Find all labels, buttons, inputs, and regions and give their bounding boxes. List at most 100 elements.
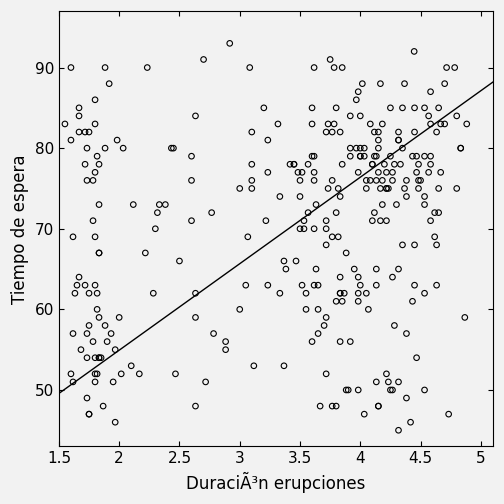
Point	[332, 297, 340, 305]
Point	[372, 265, 381, 273]
Point	[432, 128, 440, 136]
Point	[372, 281, 381, 289]
Point	[151, 225, 159, 233]
Point	[346, 152, 354, 160]
Point	[332, 104, 340, 112]
Point	[356, 281, 364, 289]
Point	[410, 47, 418, 55]
Point	[83, 176, 91, 184]
Point	[410, 281, 418, 289]
Point	[167, 144, 175, 152]
Point	[372, 152, 381, 160]
Point	[395, 265, 403, 273]
Point	[322, 225, 330, 233]
Point	[187, 152, 196, 160]
Point	[310, 281, 318, 289]
Point	[77, 346, 85, 354]
Point	[340, 289, 348, 297]
Point	[385, 184, 393, 193]
Point	[366, 120, 374, 128]
Point	[312, 201, 320, 209]
Point	[338, 297, 346, 305]
Point	[389, 386, 397, 394]
Point	[202, 378, 210, 386]
Point	[453, 112, 461, 120]
Point	[389, 273, 397, 281]
Point	[143, 64, 151, 72]
Point	[362, 184, 370, 193]
Point	[93, 305, 101, 313]
Point	[262, 217, 270, 225]
Point	[379, 120, 387, 128]
Point	[410, 128, 418, 136]
Point	[336, 289, 344, 297]
Point	[264, 136, 272, 144]
Point	[399, 241, 407, 249]
Point	[366, 176, 374, 184]
Point	[308, 338, 316, 346]
Point	[402, 330, 410, 338]
Point	[424, 112, 432, 120]
Point	[117, 370, 125, 378]
Point	[111, 346, 119, 354]
Point	[314, 330, 322, 338]
Point	[260, 104, 268, 112]
Point	[407, 418, 415, 426]
Point	[192, 313, 200, 322]
Point	[352, 144, 360, 152]
Point	[91, 354, 99, 362]
Point	[336, 273, 344, 281]
Point	[101, 144, 109, 152]
Point	[155, 201, 163, 209]
Point	[302, 305, 310, 313]
Point	[236, 305, 244, 313]
Point	[334, 233, 342, 241]
Point	[93, 289, 101, 297]
Point	[420, 152, 428, 160]
Point	[75, 104, 83, 112]
Point	[308, 120, 316, 128]
Point	[83, 330, 91, 338]
Point	[420, 386, 428, 394]
Point	[356, 144, 364, 152]
Point	[95, 354, 103, 362]
Point	[401, 184, 409, 193]
Point	[290, 160, 298, 168]
Point	[282, 265, 290, 273]
Point	[322, 241, 330, 249]
Point	[276, 193, 284, 201]
Point	[69, 330, 77, 338]
Point	[413, 354, 421, 362]
Point	[310, 168, 318, 176]
Point	[296, 176, 304, 184]
Point	[360, 152, 368, 160]
Point	[332, 209, 340, 217]
Point	[85, 128, 93, 136]
Point	[381, 160, 389, 168]
Point	[95, 160, 103, 168]
Point	[75, 112, 83, 120]
Point	[370, 209, 379, 217]
Point	[328, 499, 336, 504]
Point	[354, 297, 362, 305]
Point	[129, 201, 137, 209]
Point	[389, 168, 397, 176]
Point	[310, 64, 318, 72]
Point	[149, 289, 157, 297]
Point	[222, 346, 230, 354]
Point	[95, 201, 103, 209]
Point	[432, 241, 440, 249]
Point	[248, 184, 256, 193]
Point	[81, 128, 89, 136]
Point	[396, 160, 404, 168]
Point	[420, 104, 428, 112]
Point	[91, 96, 99, 104]
Point	[336, 338, 344, 346]
Point	[310, 152, 318, 160]
Point	[457, 144, 465, 152]
Point	[432, 281, 440, 289]
Point	[91, 168, 99, 176]
Point	[399, 104, 407, 112]
Point	[402, 394, 410, 402]
Point	[416, 176, 424, 184]
